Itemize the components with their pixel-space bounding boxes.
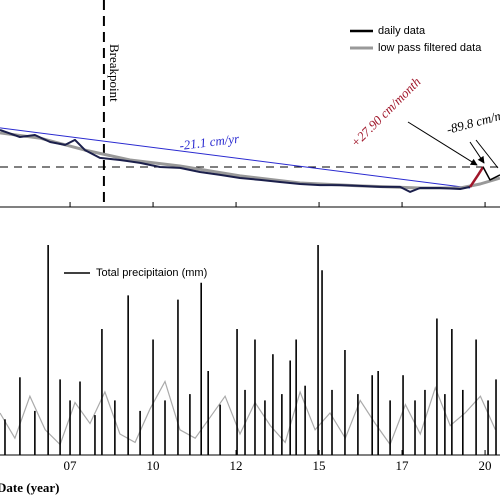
arrow xyxy=(469,141,485,164)
rise-line xyxy=(469,166,485,188)
x-tick-label: 10 xyxy=(147,458,160,473)
trend-line xyxy=(0,127,471,189)
arrow xyxy=(407,121,478,166)
trend-label: -21.1 cm/yr xyxy=(179,131,241,153)
legend-label: daily data xyxy=(378,25,426,37)
x-tick-label: 07 xyxy=(64,458,78,473)
fall-line xyxy=(482,166,500,181)
x-axis-label: Date (year) xyxy=(0,480,59,495)
fall-label: -89.8 cm/month xyxy=(445,101,500,137)
x-tick-label: 17 xyxy=(396,458,410,473)
rise-label: +27.90 cm/month xyxy=(348,74,424,150)
x-tick-label: 15 xyxy=(313,458,326,473)
legend-label: Total precipitaion (mm) xyxy=(96,267,207,279)
x-tick-label: 20 xyxy=(479,458,492,473)
background-series xyxy=(0,379,496,446)
daily-line xyxy=(0,129,471,193)
arrow xyxy=(475,139,499,169)
x-tick-label: 12 xyxy=(230,458,243,473)
breakpoint-label: Breakpoint xyxy=(107,44,122,102)
legend-label: low pass filtered data xyxy=(378,42,482,54)
